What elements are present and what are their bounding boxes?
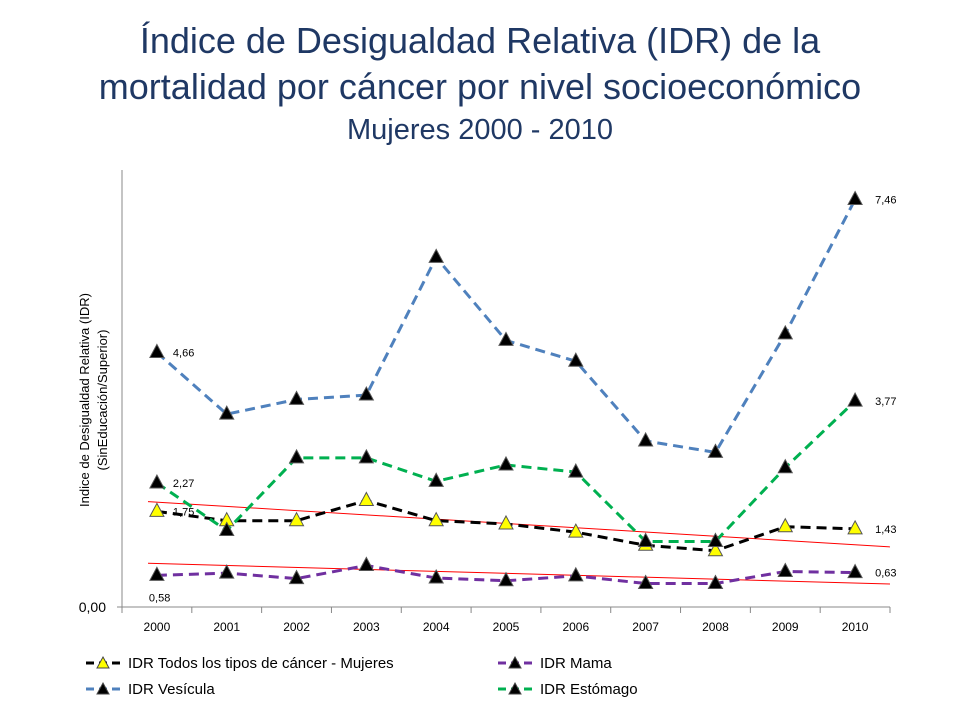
y-tick-label: 0,00: [79, 599, 106, 615]
data-point-idr-vesicula: [847, 190, 863, 205]
legend-label-vesicula: IDR Vesícula: [128, 680, 215, 698]
legend-swatch-vesicula: [86, 681, 120, 695]
data-point-idr-vesicula: [428, 248, 445, 263]
data-point-idr-estomago: [288, 448, 305, 464]
x-tick-label: 2004: [423, 620, 450, 634]
legend-label-todos: IDR Todos los tipos de cáncer - Mujeres: [128, 654, 394, 672]
data-point-idr-estomago: [707, 532, 724, 547]
data-label-idr-mama: 0,58: [149, 592, 170, 604]
data-point-idr-todos-los-tipos-de-cancer-mujeres: [707, 541, 724, 557]
x-tick-label: 2006: [562, 620, 589, 634]
legend-swatch-estomago: [498, 681, 532, 695]
data-point-idr-todos-los-tipos-de-cancer-mujeres: [358, 491, 375, 506]
data-point-idr-todos-los-tipos-de-cancer-mujeres: [288, 511, 305, 527]
data-point-idr-mama: [428, 568, 445, 584]
data-point-idr-todos-los-tipos-de-cancer-mujeres: [847, 519, 863, 535]
data-point-idr-todos-los-tipos-de-cancer-mujeres: [567, 523, 584, 538]
data-point-idr-estomago: [428, 472, 445, 487]
data-point-idr-estomago: [149, 473, 165, 489]
legend-item-mama: IDR Mama: [496, 652, 612, 674]
data-point-idr-estomago: [358, 448, 375, 464]
data-point-idr-estomago: [218, 521, 235, 537]
data-point-idr-mama: [707, 574, 724, 590]
data-point-idr-todos-los-tipos-de-cancer-mujeres: [777, 517, 794, 533]
data-label-idr-vesicula: 4,66: [173, 347, 194, 359]
x-tick-label: 2001: [213, 620, 240, 634]
data-point-idr-vesicula: [149, 343, 165, 358]
data-point-idr-vesicula: [498, 331, 514, 346]
data-label-idr-todos-los-tipos-de-cancer-mujeres: 1,43: [875, 524, 896, 536]
data-point-idr-todos-los-tipos-de-cancer-mujeres: [149, 502, 165, 517]
series-line-idr-vesicula: [155, 198, 857, 455]
legend-swatch-todos: [86, 655, 120, 669]
chart-title: Índice de Desigualdad Relativa (IDR) de …: [0, 18, 960, 150]
data-point-idr-vesicula: [707, 443, 724, 458]
x-tick-label: 2007: [632, 620, 659, 634]
legend-label-estomago: IDR Estómago: [540, 680, 638, 698]
data-point-idr-estomago: [847, 392, 863, 407]
data-point-idr-estomago: [777, 458, 794, 474]
x-tick-label: 2010: [842, 620, 869, 634]
data-point-idr-vesicula: [567, 352, 584, 367]
trendline-1: [147, 562, 891, 585]
data-point-idr-mama: [358, 556, 375, 571]
legend-item-estomago: IDR Estómago: [496, 678, 638, 700]
data-point-idr-estomago: [498, 455, 514, 471]
legend-swatch-mama: [498, 655, 532, 669]
data-point-idr-todos-los-tipos-de-cancer-mujeres: [498, 514, 514, 530]
chart-subtitle: Mujeres 2000 - 2010: [347, 114, 613, 146]
data-label-idr-estomago: 3,77: [875, 396, 896, 408]
data-point-idr-vesicula: [777, 324, 794, 340]
legend-label-mama: IDR Mama: [540, 654, 612, 672]
data-label-idr-vesicula: 7,46: [875, 194, 896, 206]
legend-item-todos: IDR Todos los tipos de cáncer - Mujeres: [84, 652, 394, 674]
data-point-idr-vesicula: [358, 386, 375, 401]
data-point-idr-mama: [567, 566, 584, 582]
data-point-idr-mama: [149, 566, 165, 581]
title-line-1: Índice de Desigualdad Relativa (IDR) de …: [139, 20, 821, 61]
data-point-idr-mama: [288, 569, 305, 585]
data-point-idr-mama: [777, 562, 794, 577]
data-point-idr-vesicula: [218, 405, 235, 420]
data-point-idr-mama: [498, 571, 514, 587]
data-point-idr-vesicula: [288, 390, 305, 405]
data-point-idr-mama: [847, 563, 863, 579]
data-point-idr-mama: [637, 574, 654, 590]
title-line-2: mortalidad por cáncer por nivel socioeco…: [98, 66, 862, 107]
data-point-idr-todos-los-tipos-de-cancer-mujeres: [428, 511, 445, 527]
x-tick-label: 2005: [493, 620, 520, 634]
data-label-idr-todos-los-tipos-de-cancer-mujeres: 1,75: [173, 506, 194, 518]
data-label-idr-mama: 0,63: [875, 568, 896, 580]
x-tick-label: 2008: [702, 620, 729, 634]
x-tick-label: 2003: [353, 620, 380, 634]
x-tick-label: 2002: [283, 620, 310, 634]
x-tick-label: 2009: [772, 620, 799, 634]
data-point-idr-vesicula: [637, 431, 654, 447]
data-label-idr-estomago: 2,27: [173, 478, 194, 490]
data-point-idr-estomago: [637, 532, 654, 547]
data-point-idr-mama: [218, 564, 235, 579]
legend-item-vesicula: IDR Vesícula: [84, 678, 215, 700]
x-tick-label: 2000: [144, 620, 171, 634]
data-point-idr-estomago: [567, 463, 584, 478]
series-line-idr-mama: [156, 563, 856, 586]
